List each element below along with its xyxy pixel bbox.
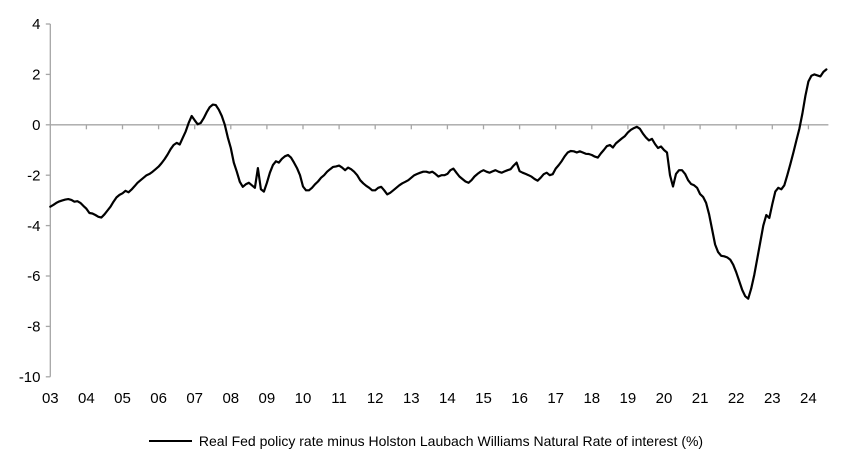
x-tick-label: 24 bbox=[800, 390, 817, 407]
x-tick-label: 04 bbox=[78, 390, 95, 407]
x-tick-label: 17 bbox=[547, 390, 564, 407]
x-tick-label: 18 bbox=[583, 390, 600, 407]
x-tick-label: 07 bbox=[186, 390, 203, 407]
x-tick-label: 13 bbox=[403, 390, 420, 407]
x-tick-label: 12 bbox=[367, 390, 384, 407]
x-tick-label: 08 bbox=[222, 390, 239, 407]
x-tick-label: 21 bbox=[692, 390, 709, 407]
x-tick-label: 03 bbox=[42, 390, 59, 407]
x-tick-label: 19 bbox=[620, 390, 637, 407]
y-tick-label: -4 bbox=[27, 218, 40, 235]
x-tick-label: 10 bbox=[295, 390, 312, 407]
x-tick-label: 05 bbox=[114, 390, 131, 407]
x-tick-label: 16 bbox=[511, 390, 528, 407]
x-tick-label: 22 bbox=[728, 390, 745, 407]
x-tick-label: 15 bbox=[475, 390, 492, 407]
x-tick-label: 14 bbox=[439, 390, 456, 407]
x-tick-label: 09 bbox=[259, 390, 276, 407]
series-line-group bbox=[49, 68, 828, 300]
y-tick-label: -10 bbox=[19, 369, 41, 386]
y-tick-label: 0 bbox=[32, 117, 40, 134]
y-tick-label: -8 bbox=[27, 319, 40, 336]
x-axis-tick-labels: 03 04 05 06 07 08 09 10 11 12 13 14 15 16 17 18 19 20 21 22… bbox=[42, 390, 817, 407]
y-tick-label: 4 bbox=[32, 16, 40, 33]
y-axis-tick-labels: 4 2 0 -2 -4 -6 -8 -10 bbox=[19, 16, 41, 386]
x-tick-label: 23 bbox=[764, 390, 781, 407]
legend: Real Fed policy rate minus Holston Lauba… bbox=[0, 433, 852, 449]
axes-group bbox=[45, 23, 829, 378]
legend-line-sample bbox=[148, 440, 192, 442]
series-line bbox=[49, 68, 828, 300]
x-tick-label: 06 bbox=[150, 390, 167, 407]
legend-label: Real Fed policy rate minus Holston Lauba… bbox=[198, 433, 704, 449]
y-tick-label: -6 bbox=[27, 268, 40, 285]
y-tick-label: 2 bbox=[32, 67, 40, 84]
x-tick-label: 11 bbox=[331, 390, 347, 407]
x-tick-label: 20 bbox=[656, 390, 673, 407]
y-tick-label: -2 bbox=[27, 167, 40, 184]
